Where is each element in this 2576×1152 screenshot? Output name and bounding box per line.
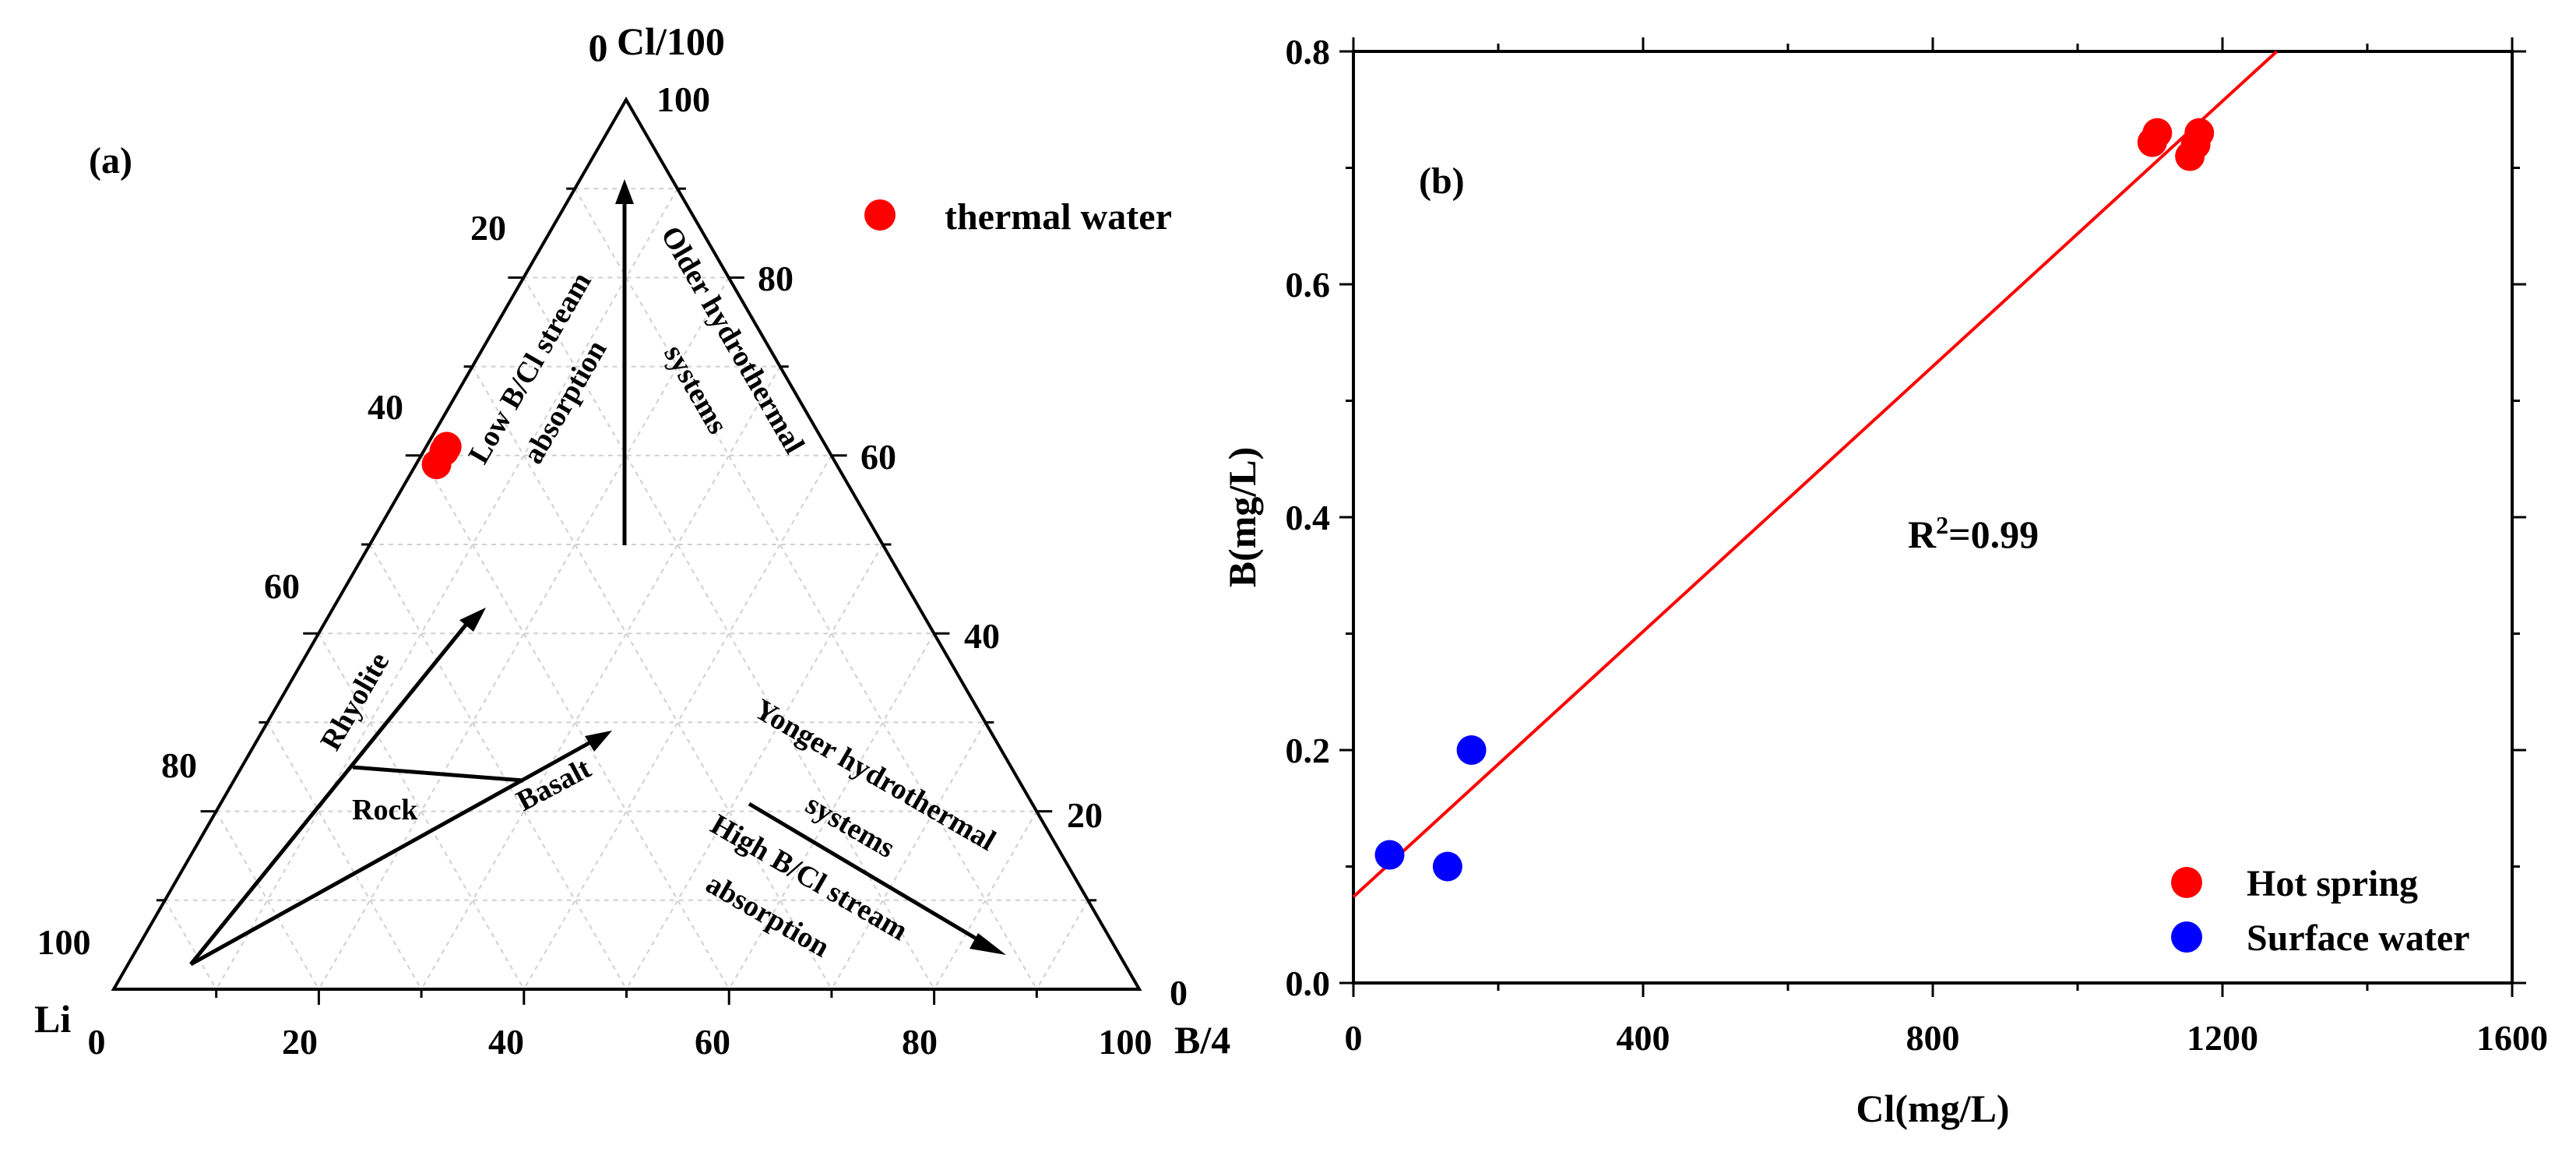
right-tick-label: 20 [1067, 795, 1103, 835]
r-squared-prefix: R [1908, 513, 1937, 556]
right-axis-title: B/4 [1174, 1018, 1230, 1062]
bottom-tick-label: 60 [695, 1022, 730, 1062]
r-squared-superscript: 2 [1936, 511, 1948, 539]
grid-line-li [369, 544, 628, 990]
x-tick-label: 1600 [2476, 1018, 2548, 1058]
hot-spring-point [2184, 118, 2215, 148]
panel-b-label: (b) [1419, 160, 1465, 202]
grid-line-li [215, 811, 320, 990]
thermal-water-point [431, 432, 462, 462]
legend-hot-spring-marker [2171, 867, 2202, 898]
rhyolite-arrow-head [459, 608, 486, 632]
x-axis-title: Cl(mg/L) [1856, 1087, 2009, 1130]
right-tick-label: 40 [964, 616, 1000, 656]
surface-water-point [1432, 851, 1462, 882]
rhyolite-label: Rhyolite [314, 647, 396, 756]
left-tick-label: 100 [37, 922, 91, 962]
grid-line-b [421, 366, 781, 990]
right-tick-label: 80 [758, 259, 794, 298]
regression-line [1352, 50, 2279, 898]
right-tick-label: 60 [860, 437, 896, 477]
grid-line-b [1036, 900, 1089, 990]
y-tick-label: 0.2 [1286, 731, 1331, 770]
y-tick-label: 0.6 [1286, 265, 1331, 305]
legend-surface-water-label: Surface water [2247, 918, 2470, 959]
ternary-points [421, 432, 462, 480]
left-tick-label: 40 [368, 387, 403, 427]
rhyolite-arrow [189, 622, 469, 966]
basalt-arrow [189, 739, 593, 967]
hot-spring-point [2142, 118, 2173, 148]
grid-line-li [523, 277, 935, 990]
y-axis-title: B(mg/L) [1220, 447, 1264, 588]
grid-line-b [831, 721, 987, 990]
bottom-tick-label: 40 [488, 1022, 524, 1062]
legend-surface-water-marker [2171, 921, 2202, 953]
grid-line-b [625, 544, 884, 990]
legend-thermal-water-label: thermal water [945, 196, 1172, 238]
grid-line-li [471, 366, 832, 990]
x-tick-label: 800 [1906, 1018, 1960, 1058]
top-zero-label: 0 [589, 26, 608, 69]
x-tick-label: 400 [1617, 1018, 1670, 1058]
older-systems-arrow-head [615, 179, 634, 204]
grid-line-b [215, 188, 678, 990]
left-tick-label: 60 [264, 566, 300, 606]
younger-systems-arrow-head [970, 933, 1006, 955]
x-tick-label: 0 [1345, 1018, 1363, 1058]
bottom-tick-label: 0 [88, 1022, 106, 1062]
grid-line-li [574, 188, 1038, 990]
legend-thermal-water-marker [864, 199, 896, 231]
r-squared-suffix: =0.99 [1948, 513, 2039, 556]
scatter-plot: 0 400 800 1200 1600 0.0 0.2 0.4 0.6 0.8 … [1220, 32, 2548, 1130]
ternary-ticks [156, 187, 1097, 1005]
panel-a-label: (a) [89, 140, 132, 181]
rock-label: Rock [352, 794, 418, 826]
scatter-ticks [1339, 37, 2526, 997]
grid-line-li [164, 900, 217, 990]
basalt-arrow-head [585, 731, 612, 752]
left-axis-title: Li [34, 997, 71, 1041]
y-tick-label: 0.8 [1286, 32, 1331, 72]
ternary-grid [164, 188, 1089, 990]
legend-hot-spring-label: Hot spring [2247, 863, 2418, 904]
grid-line-b [933, 811, 1038, 990]
grid-line-li [318, 632, 525, 990]
scatter-points [1374, 118, 2215, 882]
left-tick-label: 80 [161, 745, 197, 785]
y-tick-label: 0.4 [1286, 498, 1331, 537]
right-tick-label: 0 [1170, 973, 1188, 1013]
surface-water-point [1456, 735, 1487, 765]
left-tick-label: 20 [470, 208, 506, 248]
x-tick-label: 1200 [2187, 1018, 2258, 1058]
ternary-diagram: 0 20 40 60 80 100 20 40 60 80 100 100 80… [34, 19, 1230, 1062]
younger-systems-arrow [748, 801, 984, 945]
top-axis-title: Cl/100 [617, 19, 725, 63]
grid-line-b [318, 277, 730, 990]
bottom-tick-label: 80 [902, 1022, 938, 1062]
y-tick-label: 0.0 [1286, 964, 1331, 1003]
surface-water-point [1374, 840, 1405, 870]
right-tick-label: 100 [656, 79, 710, 119]
r-squared-annotation: R2=0.99 [1908, 511, 2039, 556]
grid-line-b [728, 632, 935, 990]
rock-line [352, 765, 524, 783]
bottom-tick-label: 20 [282, 1022, 318, 1062]
grid-line-li [266, 721, 422, 990]
bottom-tick-label: 100 [1099, 1022, 1153, 1062]
